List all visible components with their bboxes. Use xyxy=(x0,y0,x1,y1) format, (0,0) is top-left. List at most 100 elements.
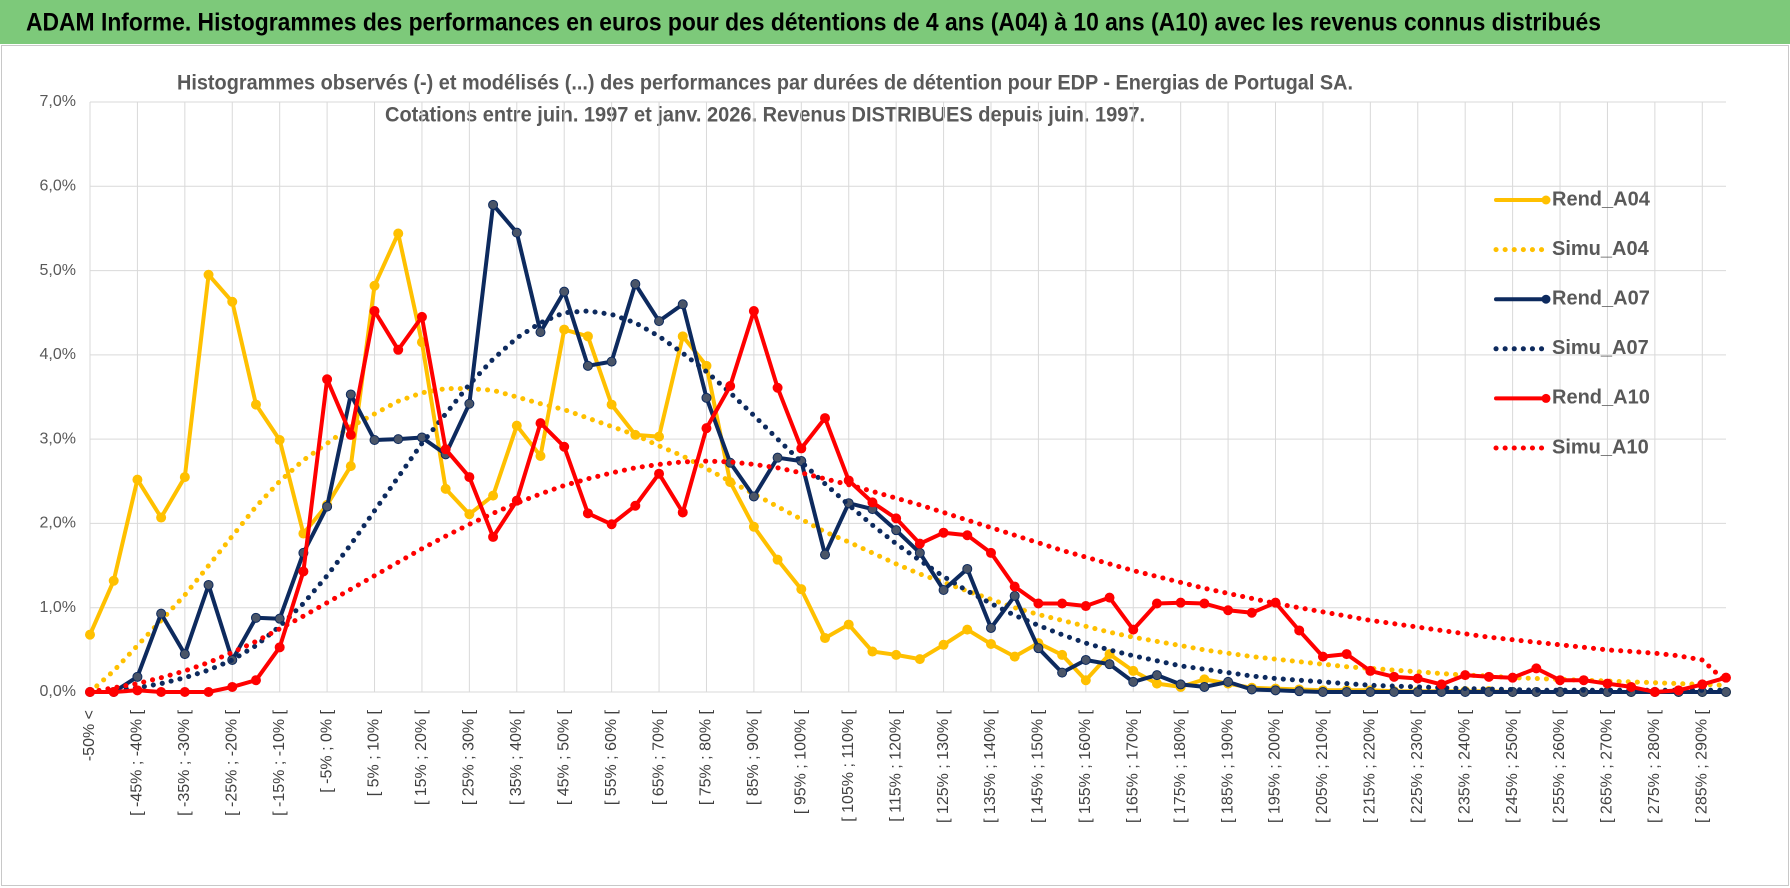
point xyxy=(654,431,665,442)
point xyxy=(914,654,925,665)
legend-label: Simu_A04 xyxy=(1552,238,1650,260)
x-tick-label: [ 125% ; 130% [ xyxy=(935,709,952,823)
point xyxy=(796,584,807,595)
y-tick-label: 4,0% xyxy=(40,346,76,363)
x-tick-label: [ 245% ; 250% [ xyxy=(1504,709,1521,823)
point xyxy=(1151,678,1162,689)
observed-line xyxy=(88,202,1728,694)
point xyxy=(274,434,285,445)
chart-title: Histogrammes observés (-) et modélisés (… xyxy=(177,72,1353,95)
x-tick-label: [ 75% ; 80% [ xyxy=(698,709,715,805)
point xyxy=(322,374,333,385)
point xyxy=(179,472,190,483)
point xyxy=(274,613,285,624)
x-tick-label: [ 255% ; 260% [ xyxy=(1551,709,1568,823)
point xyxy=(772,554,783,565)
point xyxy=(891,649,902,660)
point xyxy=(867,646,878,657)
point xyxy=(535,327,546,338)
point xyxy=(464,509,475,520)
x-tick-label: [ 135% ; 140% [ xyxy=(982,709,999,823)
point xyxy=(1436,679,1447,690)
x-tick-label: [ -25% ; -20% [ xyxy=(223,709,240,815)
point xyxy=(1033,598,1044,609)
point xyxy=(156,687,167,697)
point xyxy=(132,671,143,682)
point xyxy=(1294,625,1305,636)
point xyxy=(1317,687,1328,697)
point xyxy=(772,452,783,463)
point xyxy=(393,344,404,355)
point xyxy=(393,228,404,239)
point xyxy=(416,311,427,322)
legend-label: Simu_A07 xyxy=(1552,337,1649,359)
point xyxy=(962,563,973,574)
point xyxy=(1555,675,1566,686)
point xyxy=(677,507,688,518)
point xyxy=(1175,679,1186,690)
x-tick-label: [ 225% ; 230% [ xyxy=(1409,709,1426,823)
point xyxy=(108,687,119,697)
x-tick-label: [ 275% ; 280% [ xyxy=(1646,709,1663,823)
x-tick-label: [ 185% ; 190% [ xyxy=(1219,709,1236,823)
point xyxy=(1175,597,1186,608)
point xyxy=(1389,671,1400,682)
point xyxy=(322,501,333,512)
point xyxy=(179,649,190,660)
point xyxy=(1697,679,1708,690)
point xyxy=(511,420,522,431)
point xyxy=(132,474,143,485)
point xyxy=(156,512,167,523)
point xyxy=(1626,681,1637,692)
x-tick-label: [ 95% ; 100% [ xyxy=(793,709,810,814)
point xyxy=(938,527,949,538)
point xyxy=(203,269,214,280)
point xyxy=(985,547,996,558)
point xyxy=(891,513,902,524)
y-tick-label: 0,0% xyxy=(40,683,76,700)
x-tick-label: [ 215% ; 220% [ xyxy=(1362,709,1379,823)
y-tick-label: 1,0% xyxy=(40,599,76,616)
point xyxy=(748,491,759,502)
point xyxy=(1080,675,1091,686)
point xyxy=(772,382,783,393)
legend-label: Simu_A10 xyxy=(1552,436,1649,458)
point xyxy=(914,538,925,549)
point xyxy=(1128,624,1139,635)
legend-label: Rend_A04 xyxy=(1552,188,1651,210)
x-tick-label: [ 175% ; 180% [ xyxy=(1172,709,1189,823)
point xyxy=(227,681,238,692)
x-tick-label: [ 205% ; 210% [ xyxy=(1314,709,1331,823)
point xyxy=(1104,659,1115,670)
point xyxy=(1080,654,1091,665)
point xyxy=(938,639,949,650)
point xyxy=(1033,643,1044,654)
point xyxy=(582,508,593,519)
point xyxy=(1531,663,1542,674)
point xyxy=(1412,673,1423,684)
x-tick-label: [ 65% ; 70% [ xyxy=(650,709,667,805)
point xyxy=(488,490,499,501)
point xyxy=(369,280,380,291)
point xyxy=(1223,605,1234,616)
point xyxy=(582,331,593,342)
x-tick-label: [ 165% ; 170% [ xyxy=(1124,709,1141,823)
point xyxy=(440,483,451,494)
point xyxy=(1009,581,1020,592)
point xyxy=(701,423,712,434)
point xyxy=(559,286,570,297)
point xyxy=(1057,598,1068,609)
point xyxy=(748,521,759,532)
x-tick-label: [ 235% ; 240% [ xyxy=(1456,709,1473,823)
point xyxy=(1246,607,1257,618)
y-tick-label: 7,0% xyxy=(40,93,76,110)
point xyxy=(440,444,451,455)
point xyxy=(345,461,356,472)
x-tick-label: [ 155% ; 160% [ xyxy=(1077,709,1094,823)
point xyxy=(606,519,617,530)
legend-label: Rend_A07 xyxy=(1552,287,1650,309)
point xyxy=(748,306,759,317)
point xyxy=(1460,670,1471,681)
